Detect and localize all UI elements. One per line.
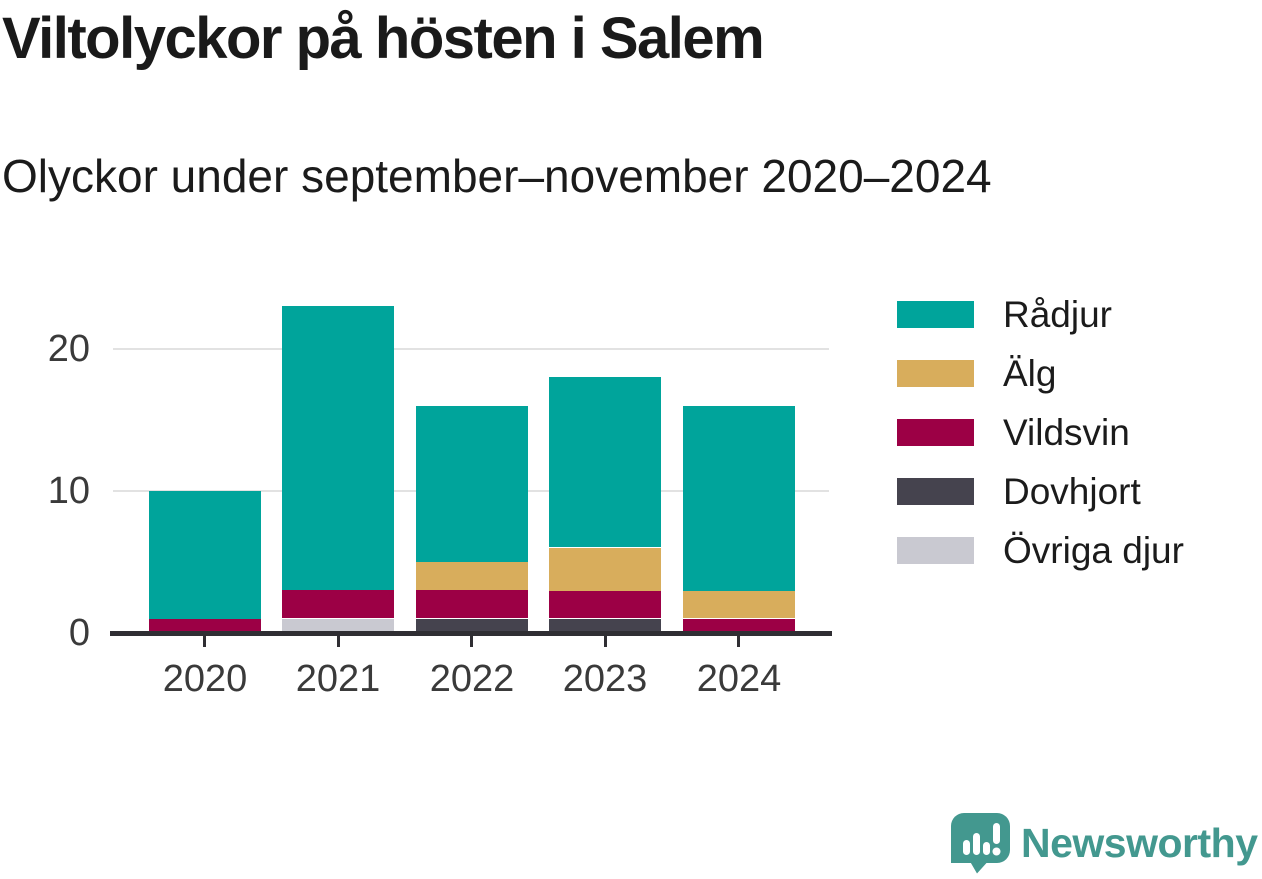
chart-subtitle: Olyckor under september–november 2020–20… <box>2 150 992 202</box>
x-axis-tick-label: 2023 <box>562 658 648 700</box>
logo-exclamation-dot <box>992 847 1001 856</box>
bar-segment <box>683 619 795 633</box>
x-axis-tick-label: 2020 <box>162 658 248 700</box>
y-axis-tick-label: 10 <box>47 470 90 512</box>
bar-segment <box>416 406 528 562</box>
logo-bar-2 <box>973 833 980 855</box>
bar-segment <box>549 590 661 618</box>
x-axis-tick-label: 2021 <box>295 658 381 700</box>
legend-swatch <box>897 300 974 328</box>
bar-segment <box>549 377 661 547</box>
bar-segment <box>416 562 528 590</box>
newsworthy-logo-icon <box>951 813 1010 874</box>
bar-segment <box>549 619 661 633</box>
legend-swatch <box>897 536 974 564</box>
legend-swatch <box>897 477 974 505</box>
legend-item: Dovhjort <box>897 470 1184 512</box>
bar-segment <box>282 306 394 590</box>
bar-segment <box>282 619 394 633</box>
legend-item: Vildsvin <box>897 411 1184 453</box>
bar-segment <box>149 491 261 619</box>
legend-item-label: Dovhjort <box>1003 470 1141 512</box>
bar-segment <box>416 590 528 618</box>
bar-segment <box>549 548 661 591</box>
y-axis-tick-label: 20 <box>47 328 90 370</box>
legend-item-label: Vildsvin <box>1003 411 1130 453</box>
logo-bar-1 <box>963 840 970 855</box>
legend-item-label: Rådjur <box>1003 293 1112 335</box>
legend-item-label: Älg <box>1003 352 1057 394</box>
legend-swatch <box>897 418 974 446</box>
bar-segment <box>149 619 261 633</box>
x-axis-tick <box>470 636 473 647</box>
x-axis-tick <box>604 636 607 647</box>
newsworthy-logo: Newsworthy <box>951 812 1258 874</box>
x-axis-line <box>110 631 832 636</box>
chart-title: Viltolyckor på hösten i Salem <box>2 6 765 71</box>
x-axis-tick <box>337 636 340 647</box>
legend-item: Övriga djur <box>897 529 1184 571</box>
y-axis-tick-label: 0 <box>68 612 90 654</box>
legend-swatch <box>897 359 974 387</box>
x-axis-tick-label: 2022 <box>429 658 515 700</box>
bar-segment <box>416 619 528 633</box>
legend-item: Rådjur <box>897 293 1184 335</box>
legend-item-label: Övriga djur <box>1003 529 1184 571</box>
legend: Rådjur Älg Vildsvin Dovhjort Övriga djur <box>897 293 1184 571</box>
newsworthy-logo-text: Newsworthy <box>1021 820 1258 866</box>
logo-bar-3 <box>983 842 990 855</box>
x-axis-tick <box>203 636 206 647</box>
legend-item: Älg <box>897 352 1184 394</box>
bar-segment <box>282 590 394 618</box>
gridline <box>113 348 829 350</box>
logo-exclamation-bar <box>993 823 1000 844</box>
x-axis-tick-label: 2024 <box>696 658 782 700</box>
bar-segment <box>683 406 795 591</box>
x-axis-tick <box>737 636 740 647</box>
bar-segment <box>683 590 795 618</box>
